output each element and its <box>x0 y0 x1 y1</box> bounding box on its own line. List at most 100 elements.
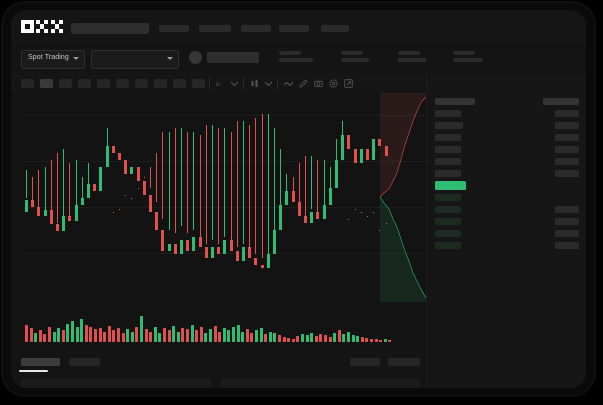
nav-placeholder-2[interactable] <box>159 25 189 32</box>
volume-bar <box>66 324 70 342</box>
market-type-selector[interactable]: Spot Trading <box>21 50 85 69</box>
stat-2-label <box>341 51 363 55</box>
volume-bar <box>310 332 314 342</box>
chevron-down-icon <box>73 57 79 60</box>
candle-body <box>80 198 84 205</box>
order-book-bid-row[interactable] <box>435 206 461 213</box>
candle-body <box>211 247 214 258</box>
order-book-bid-row[interactable] <box>435 230 461 237</box>
candle-wick <box>323 159 325 205</box>
order-book-ask-row[interactable] <box>435 134 461 141</box>
order-book-bid-size <box>555 242 579 249</box>
order-book-bid-row[interactable] <box>435 218 461 225</box>
volume-histogram <box>11 302 426 350</box>
volume-bar <box>103 331 107 342</box>
bottom-tab-right-2[interactable] <box>388 358 420 366</box>
timeframe-More[interactable] <box>173 79 186 88</box>
nav-placeholder-5[interactable] <box>279 25 309 32</box>
bottom-tab-1[interactable] <box>21 358 60 366</box>
order-book-ask-row[interactable] <box>435 122 463 129</box>
candle-wick <box>236 121 238 247</box>
bottom-panel-2[interactable] <box>221 378 420 388</box>
volume-bar <box>255 330 258 342</box>
candlestick-chart[interactable] <box>11 93 426 302</box>
order-book-bid-size <box>555 206 579 213</box>
timeframe-All[interactable] <box>192 79 205 88</box>
settings-chevron-icon[interactable] <box>230 79 239 88</box>
candle-body <box>167 243 171 251</box>
candle-wick <box>212 124 213 240</box>
order-book-ask-row[interactable] <box>435 98 475 105</box>
line-tool-icon[interactable] <box>284 79 293 88</box>
candle-wick <box>249 124 251 247</box>
indicator-icon[interactable]: ılı <box>216 79 225 88</box>
pencil-icon[interactable] <box>299 79 308 88</box>
candle-body <box>173 243 177 254</box>
order-book-bid-row[interactable] <box>435 242 461 249</box>
candle-wick <box>274 128 275 233</box>
order-book-ask-row[interactable] <box>435 110 461 117</box>
nav-placeholder-3[interactable] <box>199 25 231 32</box>
alert-icon[interactable] <box>329 79 338 88</box>
timeframe-4H[interactable] <box>97 79 110 88</box>
candle-wick <box>168 131 170 230</box>
volume-bar <box>176 331 180 342</box>
order-book-bid-size <box>555 218 579 225</box>
camera-icon[interactable] <box>314 79 323 88</box>
candle-wick <box>280 149 282 212</box>
candle-body <box>49 210 53 225</box>
candle-wick <box>205 124 207 244</box>
candle-body <box>74 205 78 221</box>
pair-selector[interactable] <box>91 50 179 69</box>
stat-1-label <box>279 51 301 55</box>
timeframe-15m[interactable] <box>59 79 72 88</box>
timeframe-1M[interactable] <box>154 79 167 88</box>
chart-type-icon[interactable] <box>250 79 259 88</box>
candle-body <box>62 215 66 232</box>
candle-wick <box>44 166 46 212</box>
candle-wick <box>88 163 89 188</box>
volume-bar <box>126 329 130 342</box>
order-book-ask-row[interactable] <box>435 170 461 177</box>
timeframe-1D[interactable] <box>116 79 129 88</box>
order-book-ask-row[interactable] <box>435 146 461 153</box>
volume-bar <box>213 326 217 342</box>
volume-bar <box>34 332 38 342</box>
chevron-down-icon <box>167 57 173 60</box>
volume-bar <box>351 334 355 342</box>
bottom-tab-2[interactable] <box>69 358 100 366</box>
volume-bar <box>89 327 93 342</box>
volume-bar <box>61 330 65 342</box>
candle-body <box>316 212 320 219</box>
candle-wick <box>243 121 244 244</box>
volume-bar <box>287 337 291 342</box>
candle-body <box>304 215 307 223</box>
candle-wick <box>379 229 381 231</box>
bottom-panel-1[interactable] <box>21 378 211 388</box>
timeframe-1H[interactable] <box>78 79 91 88</box>
order-book-bid-size <box>555 230 579 237</box>
volume-bar <box>374 338 378 342</box>
candle-wick <box>131 198 133 199</box>
order-book-ask-row[interactable] <box>435 158 461 165</box>
nav-placeholder-4[interactable] <box>241 25 271 32</box>
stat-3-label <box>398 51 420 55</box>
timeframe-5m[interactable] <box>40 79 53 88</box>
account-placeholder[interactable] <box>321 25 349 32</box>
nav-placeholder-1[interactable] <box>71 23 149 34</box>
okx-logo[interactable] <box>21 20 63 33</box>
fullscreen-icon[interactable] <box>344 79 353 88</box>
order-book-bid-row[interactable] <box>435 194 461 201</box>
candle-body <box>25 199 28 212</box>
candle-body <box>68 215 72 221</box>
timeframe-1W[interactable] <box>135 79 148 88</box>
timeframe-1m[interactable] <box>21 79 34 88</box>
candle-wick <box>32 177 34 204</box>
volume-bar <box>296 335 300 342</box>
order-book-ask-size <box>555 158 579 165</box>
toolbar-divider-1 <box>209 78 210 89</box>
bottom-tab-right-1[interactable] <box>350 358 380 366</box>
candle-wick <box>156 152 158 202</box>
compare-chevron-icon[interactable] <box>264 79 273 88</box>
